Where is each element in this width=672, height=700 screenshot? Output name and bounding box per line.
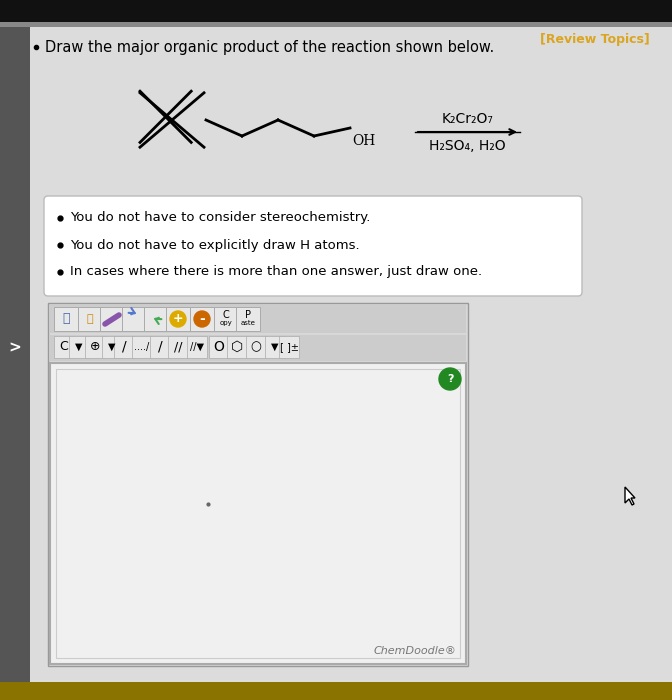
FancyBboxPatch shape [50, 335, 466, 361]
Text: /: / [158, 340, 163, 354]
Text: ✋: ✋ [62, 312, 70, 326]
Text: [ ]±: [ ]± [280, 342, 298, 352]
FancyBboxPatch shape [0, 682, 672, 700]
FancyBboxPatch shape [168, 336, 188, 358]
Text: ..../: ..../ [134, 342, 150, 352]
Text: H₂SO₄, H₂O: H₂SO₄, H₂O [429, 139, 506, 153]
Text: C: C [222, 310, 229, 320]
Text: >: > [9, 340, 22, 356]
Text: You do not have to explicitly draw H atoms.: You do not have to explicitly draw H ato… [70, 239, 360, 251]
Text: C: C [60, 340, 69, 354]
Text: OH: OH [352, 134, 375, 148]
Circle shape [170, 311, 186, 327]
FancyBboxPatch shape [50, 363, 466, 664]
Text: In cases where there is more than one answer, just draw one.: In cases where there is more than one an… [70, 265, 482, 279]
Circle shape [439, 368, 461, 390]
Text: 🔒: 🔒 [87, 314, 93, 324]
FancyBboxPatch shape [102, 336, 122, 358]
FancyBboxPatch shape [150, 336, 170, 358]
Text: ⬡: ⬡ [231, 340, 243, 354]
FancyBboxPatch shape [78, 307, 102, 331]
Text: P: P [245, 310, 251, 320]
FancyBboxPatch shape [227, 336, 247, 358]
Text: K₂Cr₂O₇: K₂Cr₂O₇ [442, 112, 493, 126]
FancyBboxPatch shape [0, 27, 30, 682]
Text: aste: aste [241, 320, 255, 326]
Text: ▼: ▼ [75, 342, 83, 352]
FancyBboxPatch shape [0, 0, 672, 22]
Text: /: / [122, 340, 126, 354]
Text: -: - [199, 312, 205, 326]
FancyBboxPatch shape [166, 307, 190, 331]
Circle shape [194, 311, 210, 327]
Text: //: // [174, 340, 182, 354]
FancyBboxPatch shape [209, 336, 229, 358]
FancyBboxPatch shape [122, 307, 146, 331]
FancyBboxPatch shape [144, 307, 168, 331]
FancyBboxPatch shape [265, 336, 285, 358]
FancyBboxPatch shape [0, 27, 672, 682]
Text: ○: ○ [251, 340, 261, 354]
Text: +: + [173, 312, 183, 326]
Text: ⊕: ⊕ [90, 340, 100, 354]
Polygon shape [625, 487, 635, 505]
Text: You do not have to consider stereochemistry.: You do not have to consider stereochemis… [70, 211, 370, 225]
FancyBboxPatch shape [214, 307, 238, 331]
FancyBboxPatch shape [44, 196, 582, 296]
FancyBboxPatch shape [69, 336, 89, 358]
FancyBboxPatch shape [114, 336, 134, 358]
Text: ▼: ▼ [271, 342, 279, 352]
FancyBboxPatch shape [190, 307, 214, 331]
Text: ?: ? [447, 374, 453, 384]
FancyBboxPatch shape [279, 336, 299, 358]
FancyBboxPatch shape [187, 336, 207, 358]
FancyBboxPatch shape [246, 336, 266, 358]
FancyBboxPatch shape [0, 22, 672, 27]
Text: opy: opy [220, 320, 233, 326]
FancyBboxPatch shape [132, 336, 152, 358]
Text: ▼: ▼ [108, 342, 116, 352]
FancyBboxPatch shape [85, 336, 105, 358]
FancyBboxPatch shape [48, 303, 468, 666]
FancyBboxPatch shape [54, 307, 78, 331]
FancyBboxPatch shape [54, 336, 74, 358]
Text: Draw the major organic product of the reaction shown below.: Draw the major organic product of the re… [45, 40, 494, 55]
Text: [Review Topics]: [Review Topics] [540, 33, 650, 46]
Text: ChemDoodle®: ChemDoodle® [373, 646, 456, 656]
Text: //▼: //▼ [190, 342, 204, 352]
FancyBboxPatch shape [100, 307, 124, 331]
Text: O: O [214, 340, 224, 354]
FancyBboxPatch shape [50, 305, 466, 333]
FancyBboxPatch shape [236, 307, 260, 331]
